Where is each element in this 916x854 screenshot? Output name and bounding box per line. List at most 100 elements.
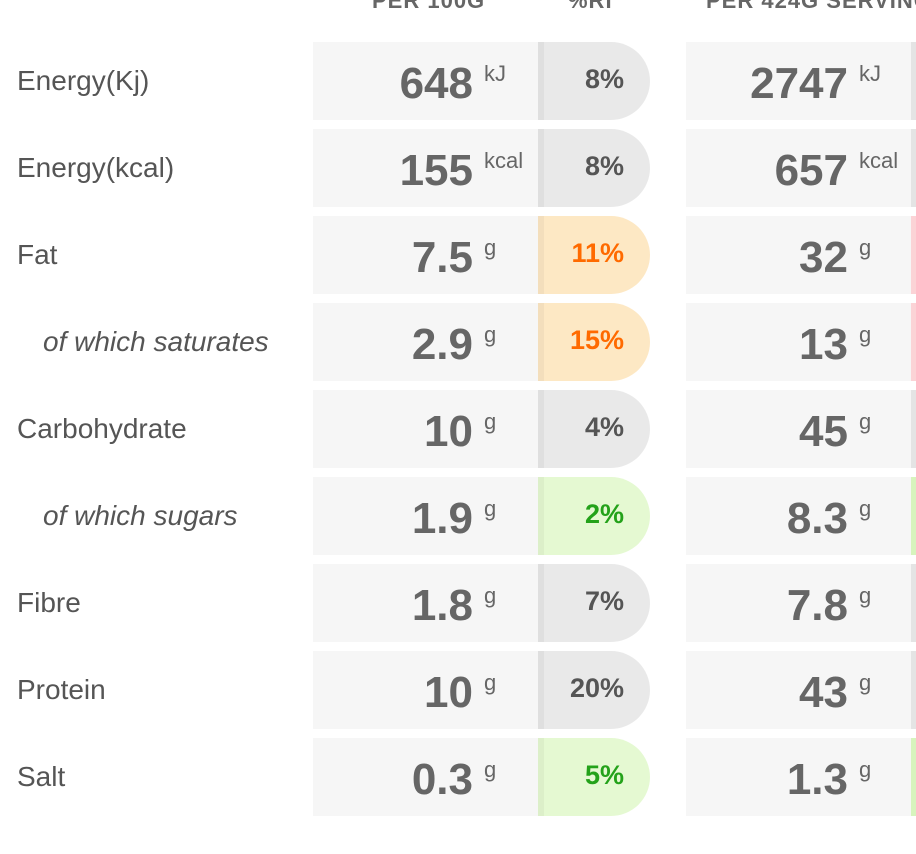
per-100g-cell <box>313 129 539 207</box>
per-serving-value: 45 <box>799 407 848 456</box>
per-serving-cell <box>686 42 916 120</box>
traffic-light-edge <box>911 216 916 294</box>
ri-badge: 11% <box>538 216 650 294</box>
ri-badge: 7% <box>538 564 650 642</box>
nutrient-label: Carbohydrate <box>17 413 187 444</box>
per-serving-cell <box>686 651 916 729</box>
per-serving-unit: g <box>859 670 872 695</box>
per-100g-value: 10 <box>424 668 473 717</box>
per-serving-cell <box>686 129 916 207</box>
header-ri: %RI <box>568 0 613 8</box>
per-100g-cell <box>313 42 539 120</box>
per-100g-unit: g <box>484 757 497 782</box>
per-serving-value: 1.3 <box>786 755 848 804</box>
ri-badge: 8% <box>538 42 650 120</box>
per-serving-value: 7.8 <box>786 581 848 630</box>
nutrition-row: Energy(kcal) 155 kcal 8% 657 kcal <box>0 128 916 215</box>
nutrient-label: Protein <box>17 674 106 705</box>
ri-badge: 5% <box>538 738 650 816</box>
per-100g-value: 1.8 <box>411 581 473 630</box>
per-100g-cell <box>313 216 539 294</box>
nutrient-label: Fibre <box>17 587 81 618</box>
per-100g-unit: kcal <box>484 148 524 173</box>
traffic-light-edge <box>911 477 916 555</box>
nutrition-row: Fat 7.5 g 11% 32 g <box>0 215 916 302</box>
per-serving-unit: kJ <box>859 61 881 86</box>
nutrient-label: of which sugars <box>43 500 238 531</box>
nutrition-row: Carbohydrate 10 g 4% 45 g <box>0 389 916 476</box>
ri-percent: 8% <box>584 151 624 181</box>
per-serving-cell <box>686 390 916 468</box>
ri-badge: 2% <box>538 477 650 555</box>
per-serving-cell <box>686 477 916 555</box>
per-100g-unit: g <box>484 409 497 434</box>
nutrition-row: Fibre 1.8 g 7% 7.8 g <box>0 563 916 650</box>
per-serving-unit: g <box>859 409 872 434</box>
ri-badge: 4% <box>538 390 650 468</box>
per-serving-value: 13 <box>799 320 848 369</box>
nutrition-row: of which saturates 2.9 g 15% 13 g <box>0 302 916 389</box>
nutrition-row: Protein 10 g 20% 43 g <box>0 650 916 737</box>
per-serving-unit: g <box>859 235 872 260</box>
ri-percent: 2% <box>584 499 624 529</box>
nutrition-row: of which sugars 1.9 g 2% 8.3 g <box>0 476 916 563</box>
ri-percent: 15% <box>569 325 624 355</box>
nutrient-label: Energy(kcal) <box>17 152 175 183</box>
traffic-light-edge <box>911 738 916 816</box>
per-serving-unit: g <box>859 322 872 347</box>
per-serving-value: 8.3 <box>786 494 848 543</box>
nutrient-label: Fat <box>17 239 58 270</box>
per-100g-value: 0.3 <box>411 755 473 804</box>
per-serving-cell <box>686 738 916 816</box>
traffic-light-edge <box>911 42 916 120</box>
traffic-light-edge <box>911 651 916 729</box>
per-100g-unit: g <box>484 322 497 347</box>
traffic-light-edge <box>911 303 916 381</box>
per-serving-unit: g <box>859 757 872 782</box>
column-headers: PER 100G %RI PER 424G SERVING <box>0 0 916 8</box>
ri-percent: 20% <box>569 673 624 703</box>
ri-percent: 5% <box>584 760 624 790</box>
per-serving-unit: g <box>859 583 872 608</box>
ri-percent: 8% <box>584 64 624 94</box>
per-serving-unit: g <box>859 496 872 521</box>
ri-badge: 15% <box>538 303 650 381</box>
per-100g-value: 2.9 <box>411 320 473 369</box>
nutrient-label: of which saturates <box>43 326 269 357</box>
nutrition-row: Energy(Kj) 648 kJ 8% 2747 kJ <box>0 41 916 128</box>
per-100g-cell <box>313 477 539 555</box>
per-100g-value: 7.5 <box>411 233 473 282</box>
nutrient-label: Energy(Kj) <box>17 65 150 96</box>
per-serving-value: 43 <box>799 668 848 717</box>
per-100g-unit: g <box>484 670 497 695</box>
per-serving-cell <box>686 564 916 642</box>
per-100g-cell <box>313 390 539 468</box>
ri-badge: 20% <box>538 651 650 729</box>
nutrient-label: Salt <box>17 761 66 792</box>
per-serving-unit: kcal <box>859 148 899 173</box>
traffic-light-edge <box>911 390 916 468</box>
per-100g-unit: g <box>484 235 497 260</box>
traffic-light-edge <box>911 564 916 642</box>
per-100g-unit: kJ <box>484 61 506 86</box>
header-per-100g: PER 100G <box>372 0 485 8</box>
per-100g-unit: g <box>484 583 497 608</box>
ri-badge: 8% <box>538 129 650 207</box>
per-100g-unit: g <box>484 496 497 521</box>
per-serving-value: 657 <box>774 146 848 195</box>
per-serving-cell <box>686 303 916 381</box>
header-per-serving: PER 424G SERVING <box>706 0 916 8</box>
per-100g-cell <box>313 303 539 381</box>
per-serving-value: 32 <box>799 233 848 282</box>
traffic-light-edge <box>911 129 916 207</box>
nutrition-table: Energy(Kj) 648 kJ 8% 2747 kJ Energy(kcal) 155 kc… <box>0 41 916 824</box>
per-100g-cell <box>313 564 539 642</box>
per-100g-cell <box>313 738 539 816</box>
per-serving-cell <box>686 216 916 294</box>
nutrition-row: Salt 0.3 g 5% 1.3 g <box>0 737 916 824</box>
per-100g-value: 155 <box>399 146 473 195</box>
per-100g-value: 648 <box>399 59 473 108</box>
ri-percent: 11% <box>571 238 624 268</box>
per-serving-value: 2747 <box>750 59 848 108</box>
ri-percent: 4% <box>584 412 624 442</box>
